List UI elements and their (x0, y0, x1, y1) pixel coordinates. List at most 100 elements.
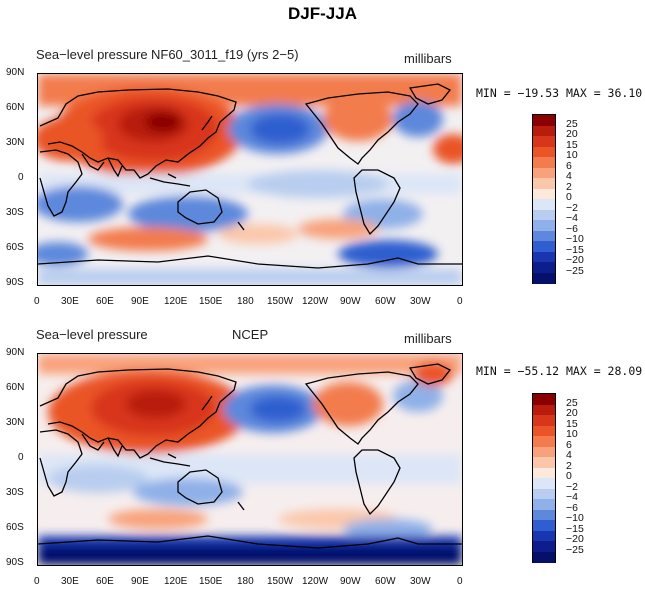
colorbar-swatch (533, 394, 555, 405)
colorbar-level-label: −20 (566, 533, 584, 545)
colorbar-swatch (533, 115, 555, 126)
panel-2-x-tick: 60W (375, 576, 396, 587)
colorbar-swatch (533, 415, 555, 426)
panel-1-map (37, 73, 463, 286)
panel-2-y-tick-90s: 90S (6, 557, 24, 568)
panel-2-colorbar-labels: 25 20 15 10 6 4 2 0 −2 −4 −6 −10 −15 −20 −25 (566, 393, 616, 561)
panel-1-variable-label: Sea−level pressure (36, 47, 148, 62)
panel-1-x-tick: 90W (340, 296, 361, 307)
colorbar-level-label: −20 (566, 254, 584, 266)
panel-1-x-tick: 30W (410, 296, 431, 307)
panel-2-x-tick: 0 (457, 576, 463, 587)
colorbar-level-label: 20 (566, 128, 578, 140)
panel-2-y-tick-30s: 30S (6, 487, 24, 498)
colorbar-swatch (533, 146, 555, 158)
colorbar-swatch (533, 241, 555, 252)
figure-title: DJF-JJA (288, 4, 357, 23)
colorbar-swatch (533, 188, 555, 200)
colorbar-level-label: −4 (566, 491, 578, 503)
colorbar-swatch (533, 404, 555, 416)
colorbar-swatch (533, 262, 555, 273)
panel-2-variable-label: Sea−level pressure (36, 327, 148, 342)
panel-2-y-tick-30n: 30N (6, 417, 25, 428)
panel-2-colorbar (532, 393, 556, 563)
panel-1-y-tick-60n: 60N (6, 102, 25, 113)
panel-1-contour-field (38, 74, 462, 285)
colorbar-swatch (533, 446, 555, 458)
panel-2-x-tick: 150E (199, 576, 223, 587)
panel-2-y-tick-eq: 0 (18, 452, 24, 463)
panel-2-units-label: millibars (404, 331, 452, 346)
colorbar-swatch (533, 499, 555, 510)
colorbar-level-label: 6 (566, 438, 572, 451)
colorbar-level-label: −15 (566, 243, 584, 256)
colorbar-level-label: −2 (566, 201, 578, 214)
colorbar-swatch (533, 509, 555, 521)
panel-2-y-tick-90n: 90N (6, 347, 25, 358)
colorbar-level-label: 15 (566, 417, 578, 430)
colorbar-level-label: 20 (566, 407, 578, 419)
colorbar-level-label: 2 (566, 180, 572, 193)
colorbar-swatch (533, 520, 555, 531)
colorbar-level-label: −2 (566, 480, 578, 493)
colorbar-level-label: 0 (566, 470, 572, 482)
panel-2-map (37, 353, 463, 566)
panel-1-units-label: millibars (404, 51, 452, 66)
colorbar-level-label: 15 (566, 138, 578, 151)
panel-2-x-tick: 180 (237, 576, 254, 587)
panel-2-x-tick: 150W (267, 576, 294, 587)
panel-2-x-tick: 120W (302, 576, 329, 587)
panel-1-min-max: MIN = −19.53 MAX = 36.10 (476, 86, 643, 100)
panel-2-contour-field (38, 354, 462, 565)
colorbar-swatch (533, 530, 555, 542)
panel-1-x-tick: 90E (131, 296, 149, 307)
colorbar-level-label: 6 (566, 159, 572, 172)
colorbar-level-label: 0 (566, 191, 572, 203)
colorbar-level-label: 2 (566, 459, 572, 472)
colorbar-level-label: 4 (566, 170, 572, 182)
colorbar-swatch (533, 541, 555, 552)
colorbar-level-label: 25 (566, 396, 578, 409)
panel-1-x-tick: 150W (267, 296, 294, 307)
panel-2-min-max: MIN = −55.12 MAX = 28.09 (476, 364, 643, 378)
colorbar-swatch (533, 167, 555, 179)
panel-2-y-tick-60n: 60N (6, 382, 25, 393)
panel-1-x-tick: 0 (34, 296, 40, 307)
panel-2-y-tick-60s: 60S (6, 522, 24, 533)
panel-1-y-tick-eq: 0 (18, 172, 24, 183)
panel-1-y-tick-60s: 60S (6, 242, 24, 253)
panel-2-x-tick: 30W (410, 576, 431, 587)
colorbar-swatch (533, 488, 555, 500)
panel-1-case-label: NF60_3011_f19 (yrs 2−5) (151, 47, 299, 62)
colorbar-swatch (533, 136, 555, 147)
panel-1-y-tick-30s: 30S (6, 207, 24, 218)
panel-1-y-tick-90n: 90N (6, 67, 25, 78)
panel-2-x-tick: 0 (34, 576, 40, 587)
colorbar-level-label: −10 (566, 512, 584, 524)
panel-1-x-tick: 0 (457, 296, 463, 307)
colorbar-level-label: 4 (566, 449, 572, 461)
panel-2-case-label: NCEP (232, 327, 269, 342)
panel-1-y-tick-90s: 90S (6, 277, 24, 288)
panel-2-coastlines (38, 363, 462, 549)
panel-1-y-tick-30n: 30N (6, 137, 25, 148)
panel-1-x-tick: 180 (237, 296, 254, 307)
panel-1-colorbar-labels: 25 20 15 10 6 4 2 0 −2 −4 −6 −10 −15 −20 −25 (566, 114, 616, 282)
colorbar-swatch (533, 272, 555, 284)
colorbar-swatch (533, 467, 555, 479)
colorbar-level-label: −6 (566, 222, 578, 235)
panel-1-colorbar (532, 114, 556, 284)
colorbar-level-label: 10 (566, 428, 578, 440)
colorbar-level-label: −4 (566, 212, 578, 224)
colorbar-level-label: 10 (566, 149, 578, 161)
colorbar-swatch (533, 157, 555, 168)
panel-2-x-tick: 30E (61, 576, 79, 587)
colorbar-level-label: −15 (566, 522, 584, 535)
panel-1-x-tick: 60E (96, 296, 114, 307)
colorbar-level-label: −25 (566, 543, 584, 556)
panel-1-x-tick: 30E (61, 296, 79, 307)
colorbar-swatch (533, 178, 555, 189)
colorbar-swatch (533, 425, 555, 437)
colorbar-swatch (533, 436, 555, 447)
colorbar-swatch (533, 209, 555, 221)
